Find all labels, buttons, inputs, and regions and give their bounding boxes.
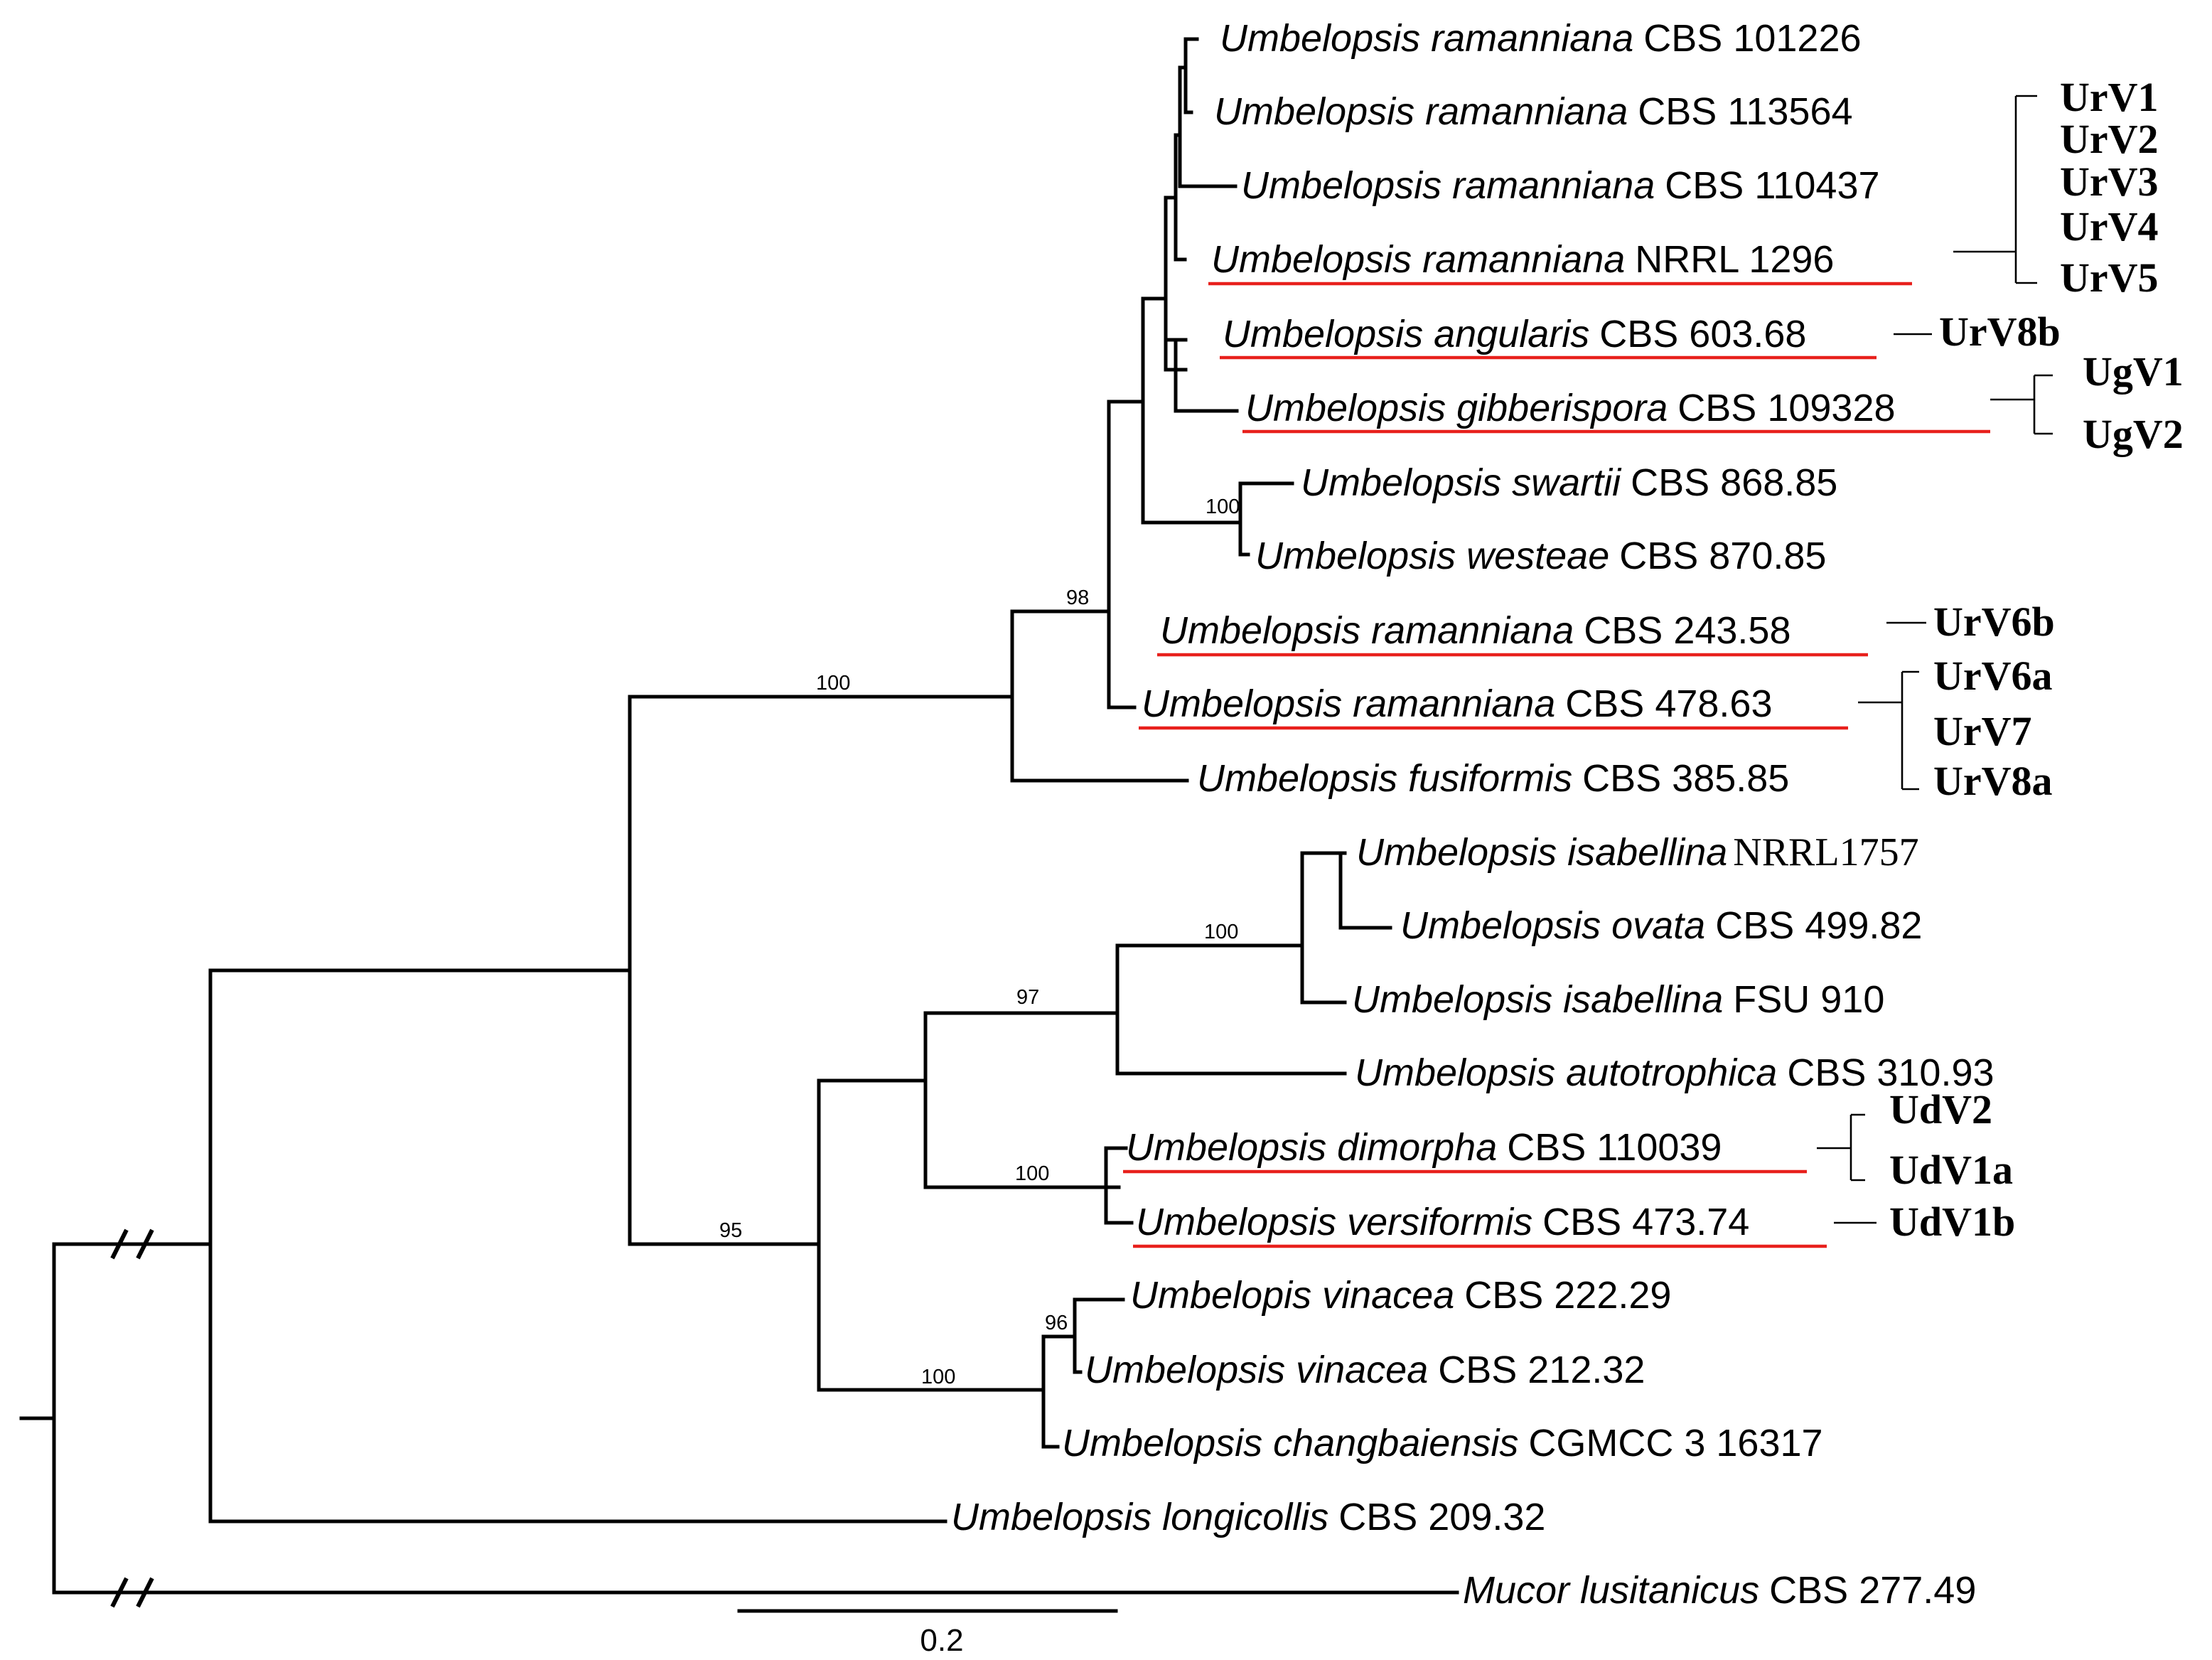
taxon-label: Umbelopsis ramanniana CBS 101226 [1220,17,1862,60]
virus-label: UrV2 [2060,116,2159,162]
taxon-label: Umbelopsis dimorpha CBS 110039 [1126,1126,1722,1169]
taxon-label: Umbelopsis ovata CBS 499.82 [1400,904,1922,947]
virus-label: UrV8b [1939,309,2061,355]
support-value: 100 [1206,496,1240,518]
support-value: 100 [816,672,850,695]
taxon-label: Umbelopsis versiformis CBS 473.74 [1136,1201,1749,1243]
taxon-label: Umbelopsis isabellina FSU 910 [1352,978,1884,1021]
virus-label: UdV1a [1889,1147,2013,1193]
virus-label: UrV8a [1933,758,2053,804]
support-value: 97 [1016,986,1039,1009]
taxon-label: Umbelopsis westeae CBS 870.85 [1255,535,1826,577]
taxon-label: Umbelopsis swartii CBS 868.85 [1301,461,1837,504]
bootstrap-values: 100 98 100 100 97 100 95 96 100 [719,496,1240,1388]
tree-branches [19,37,1459,1608]
virus-label: UrV5 [2060,255,2159,301]
virus-host-underlines [1123,282,1990,1248]
taxon-label: Umbelopsis ramanniana CBS 113564 [1214,90,1853,133]
virus-label: UrV4 [2060,203,2159,250]
taxon-label: Umbelopsis gibberispora CBS 109328 [1245,387,1896,429]
taxon-label: Umbelopsis autotrophica CBS 310.93 [1355,1051,1994,1094]
taxon-label: Umbelopsis changbaiensis CGMCC 3 16317 [1062,1422,1823,1464]
scale-bar-label: 0.2 [920,1623,963,1658]
taxon-label: Mucor lusitanicus CBS 277.49 [1463,1569,1976,1612]
virus-label: UrV7 [1933,708,2032,754]
taxon-label: Umbelopsis longicollis CBS 209.32 [951,1496,1545,1538]
taxon-labels: Umbelopsis ramanniana CBS 101226 Umbelops… [951,17,1994,1612]
scale-bar: 0.2 [737,1609,1118,1658]
virus-label: UdV2 [1889,1086,1992,1132]
taxon-label: Umbelopis vinacea CBS 222.29 [1130,1274,1671,1317]
virus-label: UgV2 [2083,411,2184,457]
support-value: 100 [921,1366,955,1388]
virus-label: UrV3 [2060,159,2159,205]
taxon-label: Umbelopsis vinacea CBS 212.32 [1085,1349,1645,1391]
support-value: 100 [1204,921,1238,943]
virus-labels: UrV1 UrV2 UrV3 UrV4 UrV5 UrV8b UgV1 UgV2… [1889,74,2184,1245]
virus-label: UgV1 [2083,348,2184,395]
virus-label: UdV1b [1889,1199,2015,1245]
virus-label: UrV1 [2060,74,2159,120]
taxon-label: Umbelopsis ramanniana CBS 110437 [1241,164,1880,207]
support-value: 100 [1015,1162,1049,1185]
taxon-label: Umbelopsis angularis CBS 603.68 [1223,313,1806,355]
taxon-label: Umbelopsis ramanniana CBS 243.58 [1160,609,1791,652]
support-value: 96 [1045,1312,1068,1334]
taxon-label: Umbelopsis isabellina NRRL1757 [1356,830,1919,874]
virus-label: UrV6b [1933,599,2055,645]
virus-connectors [1817,95,2053,1224]
taxon-label: Umbelopsis fusiformis CBS 385.85 [1197,757,1789,800]
support-value: 95 [719,1219,742,1242]
taxon-label: Umbelopsis ramanniana NRRL 1296 [1211,238,1834,281]
support-value: 98 [1066,587,1089,609]
taxon-label: Umbelopsis ramanniana CBS 478.63 [1142,682,1773,725]
virus-label: UrV6a [1933,653,2053,699]
